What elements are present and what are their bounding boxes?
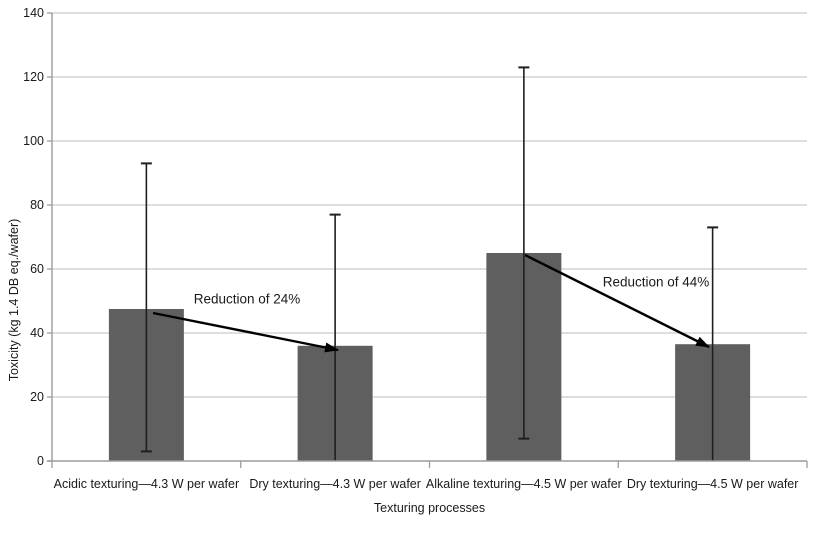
y-axis-title: Toxicity (kg 1.4 DB eq./wafer) <box>7 218 21 382</box>
y-tick-label-100: 100 <box>23 133 44 148</box>
y-tick-label-120: 120 <box>23 69 44 84</box>
x-category-label-4: Dry texturing—4.5 W per wafer <box>626 477 799 491</box>
y-tick-label-40: 40 <box>30 325 44 340</box>
y-tick-label-80: 80 <box>30 197 44 212</box>
x-category-label-2: Dry texturing—4.3 W per wafer <box>249 477 421 491</box>
y-tick-label-60: 60 <box>30 261 44 276</box>
annotation-arrow-1 <box>152 311 339 353</box>
x-category-label-1: Acidic texturing—4.3 W per wafer <box>53 477 240 491</box>
annotation-arrow-2 <box>524 253 710 349</box>
y-tick-label-140: 140 <box>23 5 44 20</box>
y-tick-label-0: 0 <box>37 453 44 468</box>
x-axis-title: Texturing processes <box>373 501 486 515</box>
annotation-reduction-44: Reduction of 44% <box>602 274 710 290</box>
y-tick-label-20: 20 <box>30 389 44 404</box>
x-category-label-3: Alkaline texturing—4.5 W per wafer <box>425 477 622 491</box>
annotation-reduction-24: Reduction of 24% <box>193 291 301 307</box>
